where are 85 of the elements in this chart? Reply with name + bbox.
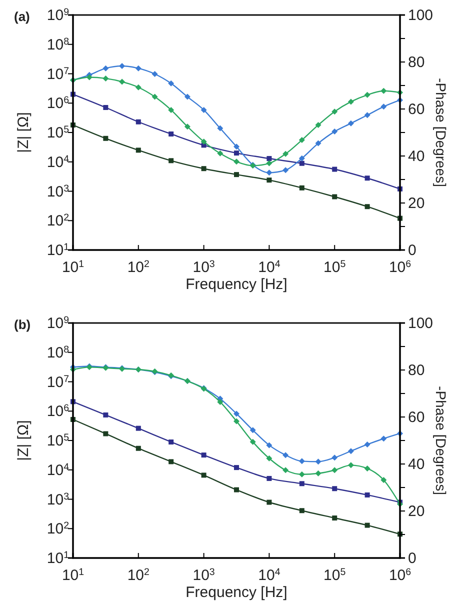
y2-tick-label: 40 <box>408 456 425 473</box>
point <box>266 156 272 162</box>
point <box>136 148 141 153</box>
point <box>299 185 304 190</box>
y-tick-label: 10$^{4}$ <box>46 461 70 479</box>
x-tick-label: 10$^{1}$ <box>62 258 84 276</box>
x-tick-label: 10$^{4}$ <box>258 566 281 584</box>
y-tick-label: 10$^{7}$ <box>46 65 69 83</box>
y-tick-label: 10$^{8}$ <box>46 344 69 362</box>
y2-axis-title: -Phase [Degrees] <box>433 78 449 187</box>
point <box>201 472 206 478</box>
point <box>103 136 108 141</box>
y-tick-label: 10$^{5}$ <box>46 124 70 142</box>
point <box>168 158 174 164</box>
point <box>299 160 304 166</box>
y2-tick-label: 80 <box>408 362 425 379</box>
y-tick-label: 10$^{2}$ <box>46 212 69 230</box>
point <box>266 500 272 505</box>
y-tick-label: 10$^{4}$ <box>46 153 70 171</box>
y2-tick-label: 100 <box>408 7 434 24</box>
x-tick-label: 10$^{6}$ <box>388 258 412 276</box>
point <box>136 446 141 451</box>
point <box>332 166 338 172</box>
point <box>168 459 174 464</box>
point <box>234 150 239 156</box>
y-tick-label: 10$^{7}$ <box>46 373 69 391</box>
point <box>234 172 239 178</box>
chart-title: (b) <box>14 317 31 332</box>
x-tick-label: 10$^{4}$ <box>258 258 281 276</box>
chart-title: (a) <box>14 9 30 24</box>
point <box>332 516 338 520</box>
y-tick-label: 10$^{6}$ <box>46 94 69 112</box>
point <box>168 131 174 136</box>
y2-tick-label: 0 <box>408 242 416 259</box>
y2-tick-label: 100 <box>408 315 434 332</box>
point <box>136 119 141 124</box>
y2-tick-label: 60 <box>408 101 425 118</box>
y-tick-label: 10$^{8}$ <box>46 36 69 54</box>
y-tick-label: 10$^{6}$ <box>46 402 69 420</box>
x-axis-title: Frequency [Hz] <box>186 276 288 293</box>
x-tick-label: 10$^{6}$ <box>388 566 412 584</box>
y2-tick-label: 0 <box>408 550 416 567</box>
point <box>103 412 108 418</box>
x-tick-label: 10$^{2}$ <box>127 258 150 276</box>
y-tick-label: 10$^{9}$ <box>46 6 69 24</box>
y-tick-label: 10$^{9}$ <box>46 314 69 332</box>
point <box>234 487 239 492</box>
point <box>234 465 239 470</box>
x-tick-label: 10$^{5}$ <box>324 566 346 584</box>
y2-tick-label: 80 <box>408 54 425 71</box>
y2-tick-label: 40 <box>408 148 425 165</box>
y-tick-label: 10$^{5}$ <box>46 432 70 450</box>
y-tick-label: 10$^{3}$ <box>46 182 69 200</box>
x-tick-label: 10$^{5}$ <box>324 258 346 276</box>
point <box>266 476 272 481</box>
y-tick-label: 10$^{1}$ <box>46 550 69 567</box>
point <box>266 178 272 183</box>
y2-tick-label: 20 <box>408 195 425 212</box>
point <box>299 481 304 486</box>
y-tick-label: 10$^{3}$ <box>46 490 69 508</box>
x-tick-label: 10$^{3}$ <box>192 258 215 276</box>
point <box>168 439 174 444</box>
point <box>364 204 370 210</box>
point <box>103 431 108 436</box>
point <box>364 176 370 181</box>
point <box>136 426 141 431</box>
y-tick-label: 10$^{2}$ <box>46 520 69 538</box>
x-tick-label: 10$^{2}$ <box>127 566 150 584</box>
y-axis-title: |Z| [Ω] <box>15 420 32 461</box>
point <box>201 452 206 458</box>
point <box>364 492 370 498</box>
x-tick-label: 10$^{3}$ <box>192 566 215 584</box>
point <box>332 486 338 492</box>
point <box>103 104 108 110</box>
y-tick-label: 10$^{1}$ <box>46 242 69 259</box>
x-axis-title: Frequency [Hz] <box>186 584 288 601</box>
y-axis-title: |Z| [Ω] <box>15 112 32 153</box>
point <box>201 166 206 172</box>
point <box>332 194 338 200</box>
y2-tick-label: 20 <box>408 503 425 520</box>
y2-axis-title: -Phase [Degrees] <box>433 386 449 495</box>
point <box>364 522 370 528</box>
y2-tick-label: 60 <box>408 409 425 426</box>
point <box>299 508 304 514</box>
x-tick-label: 10$^{1}$ <box>62 566 84 584</box>
